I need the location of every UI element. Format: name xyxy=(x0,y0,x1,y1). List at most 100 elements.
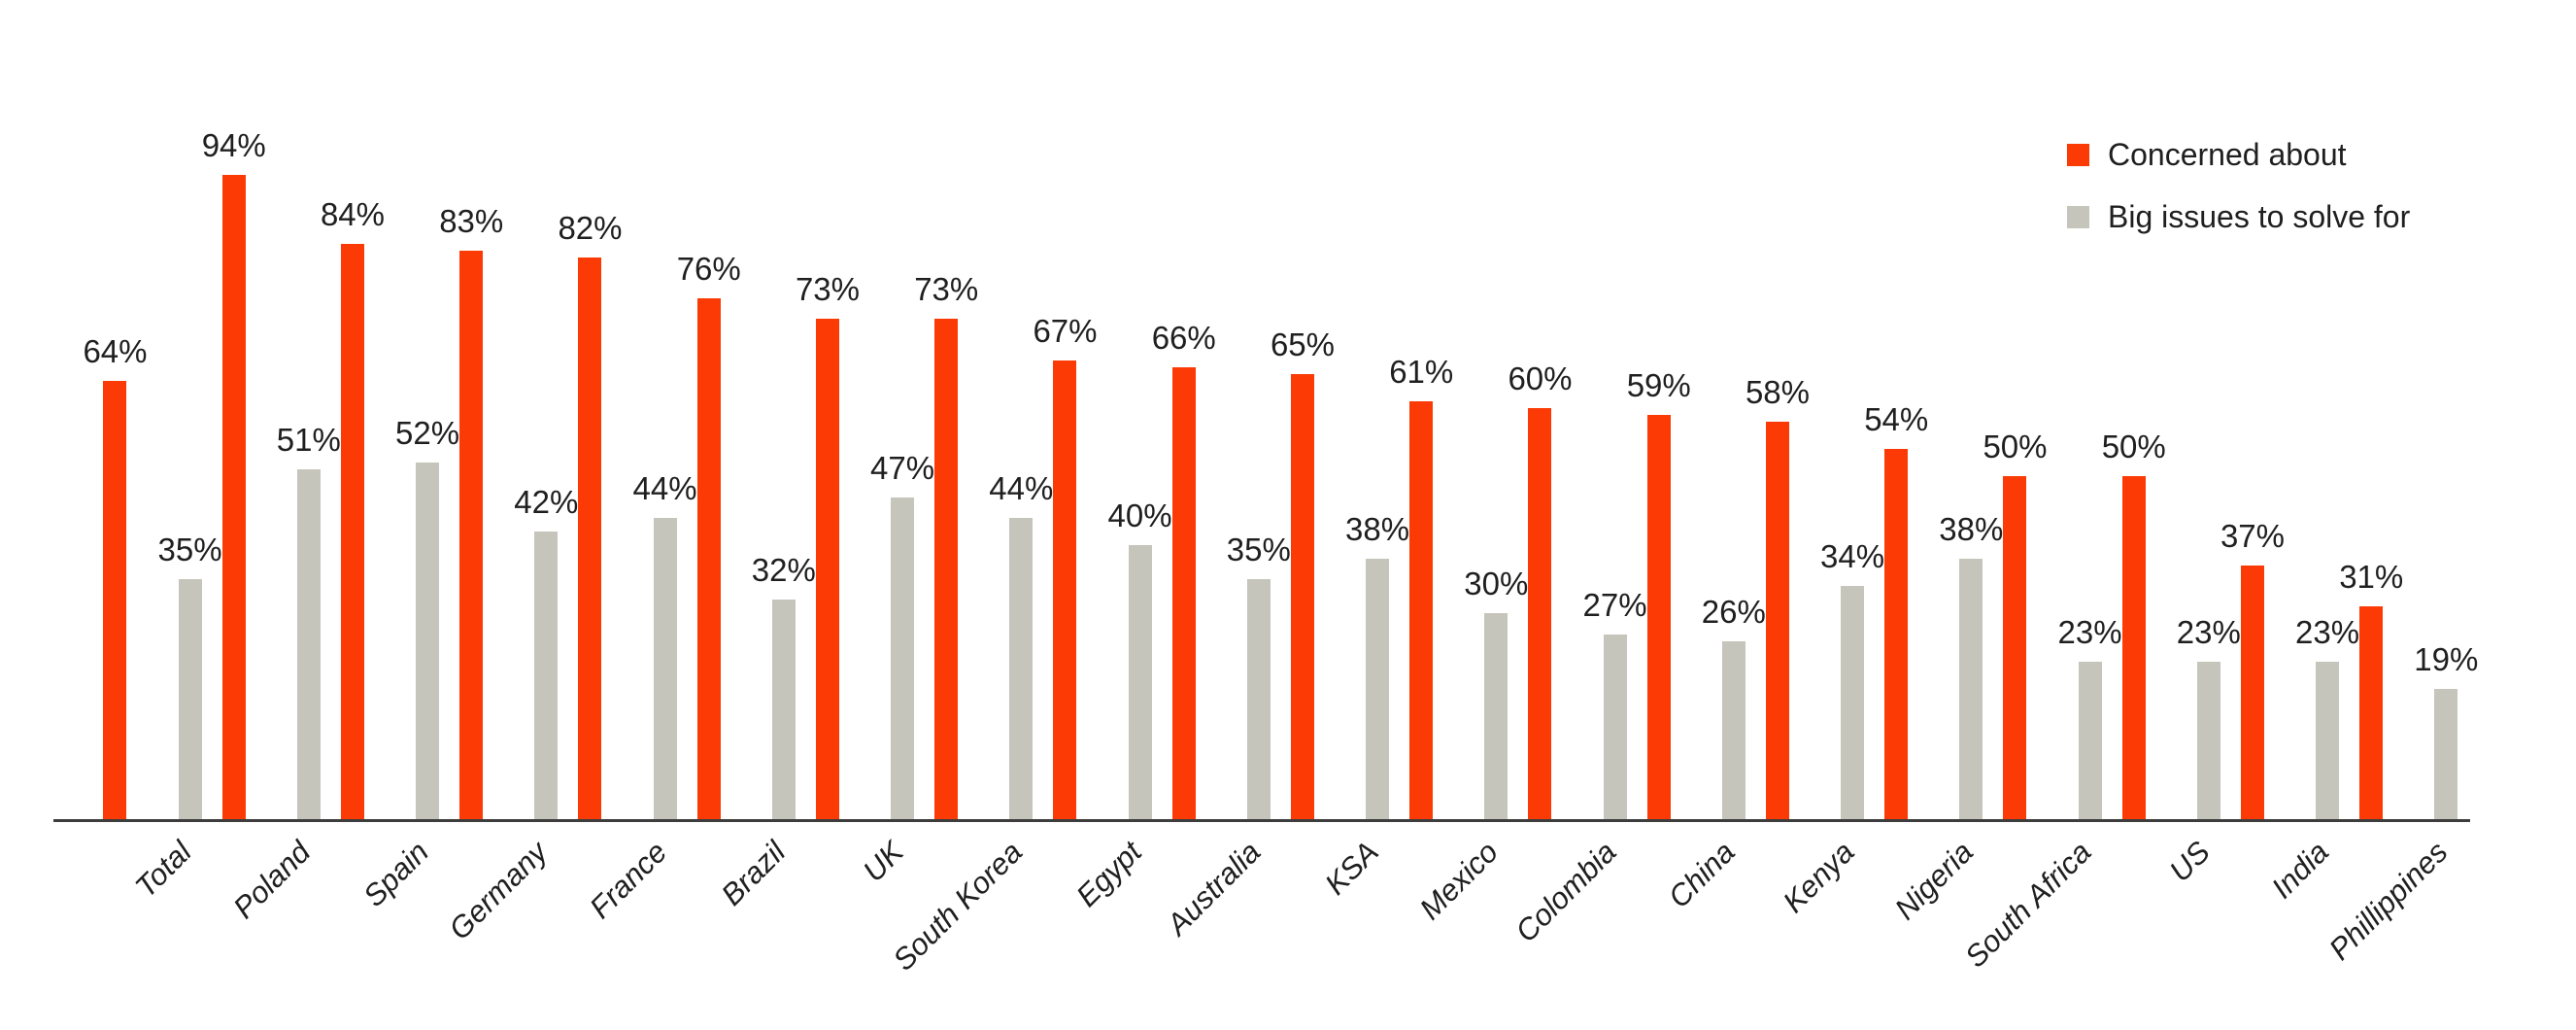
legend-item-big-issues: Big issues to solve for xyxy=(2067,199,2410,235)
bar-big-issues xyxy=(1246,579,1271,819)
bar-pair: 73% 44% xyxy=(914,271,1053,819)
bar-big-issues xyxy=(1603,635,1627,819)
bar-concerned xyxy=(815,319,839,819)
bar-column-big-issues: 23% xyxy=(2058,614,2122,819)
bar-big-issues xyxy=(178,579,202,819)
bar-group: 50% 23% US xyxy=(2102,429,2241,888)
x-axis-label: China xyxy=(1661,835,1742,915)
bar-concerned xyxy=(1884,449,1909,819)
bar-concerned xyxy=(1646,415,1671,819)
bar-concerned xyxy=(2240,566,2264,819)
value-label-concerned: 65% xyxy=(1270,326,1335,363)
value-label-concerned: 76% xyxy=(676,251,741,288)
value-label-big-issues: 40% xyxy=(1107,498,1172,534)
value-label-big-issues: 27% xyxy=(1582,587,1647,624)
bar-concerned xyxy=(340,244,364,819)
bar-concerned xyxy=(459,251,484,819)
value-label-big-issues: 19% xyxy=(2414,641,2479,678)
bar-pair: 60% 27% xyxy=(1508,360,1647,819)
x-axis-label: South Africa xyxy=(1958,835,2098,975)
bar-concerned xyxy=(1053,360,1077,819)
bar-big-issues xyxy=(1959,559,1983,819)
bar-concerned xyxy=(1290,374,1314,819)
bar-concerned xyxy=(1765,422,1789,819)
value-label-concerned: 59% xyxy=(1626,367,1691,404)
bar-big-issues xyxy=(2196,662,2220,819)
bar-column-concerned: 65% xyxy=(1270,326,1335,819)
bar-column-big-issues: 19% xyxy=(2414,641,2479,819)
bar-concerned xyxy=(696,298,721,819)
value-label-big-issues: 44% xyxy=(632,470,697,507)
bar-groups-container: 64% 35% Total 94% 51% Poland 84% xyxy=(53,127,2478,978)
bar-column-big-issues: 42% xyxy=(514,484,578,819)
bar-pair: 54% 38% xyxy=(1864,401,2003,819)
bar-column-concerned: 82% xyxy=(558,210,623,819)
x-axis-label: US xyxy=(2162,835,2217,889)
bar-column-concerned: 76% xyxy=(676,251,741,819)
bar-pair: 58% 34% xyxy=(1745,374,1884,819)
legend-label-concerned-about: Concerned about xyxy=(2108,137,2347,172)
bar-group: 60% 27% Colombia xyxy=(1508,360,1646,948)
bar-column-concerned: 54% xyxy=(1864,401,1928,819)
bar-pair: 82% 44% xyxy=(558,210,697,819)
bar-pair: 84% 52% xyxy=(321,196,460,819)
plot-area: 64% 35% Total 94% 51% Poland 84% xyxy=(53,0,2478,978)
bar-big-issues xyxy=(1009,518,1034,819)
x-axis-label: UK xyxy=(857,835,911,889)
bar-column-concerned: 84% xyxy=(321,196,385,819)
x-axis-label: KSA xyxy=(1318,835,1386,902)
value-label-big-issues: 38% xyxy=(1345,511,1410,548)
bar-concerned xyxy=(2359,606,2384,819)
bar-column-concerned: 31% xyxy=(2339,559,2403,819)
bar-group: 82% 44% France xyxy=(558,210,696,925)
bar-group: 59% 26% China xyxy=(1627,367,1766,914)
bar-column-big-issues: 44% xyxy=(989,470,1053,819)
value-label-concerned: 66% xyxy=(1151,320,1216,357)
bar-big-issues xyxy=(1841,586,1865,819)
bar-group: 73% 47% UK xyxy=(796,271,934,888)
bar-big-issues xyxy=(1484,613,1508,819)
bar-group: 83% 42% Germany xyxy=(439,203,578,946)
bar-concerned xyxy=(221,175,246,819)
bar-big-issues xyxy=(1721,641,1746,819)
bar-big-issues xyxy=(771,600,796,819)
bar-column-concerned: 66% xyxy=(1151,320,1216,819)
bar-big-issues xyxy=(534,532,559,819)
bar-pair: 65% 38% xyxy=(1270,326,1410,819)
bar-big-issues xyxy=(2434,689,2458,819)
bar-column-concerned: 73% xyxy=(796,271,860,819)
value-label-concerned: 58% xyxy=(1745,374,1810,411)
legend-swatch-concerned-about xyxy=(2067,144,2089,166)
bar-group: 58% 34% Kenya xyxy=(1746,374,1884,919)
x-axis-label: Germany xyxy=(442,835,555,946)
bar-column-concerned: 73% xyxy=(914,271,978,819)
bar-group: 76% 32% Brazil xyxy=(677,251,816,911)
bar-column-concerned: 59% xyxy=(1626,367,1691,819)
bar-column-big-issues: 27% xyxy=(1582,587,1647,819)
bar-pair: 76% 32% xyxy=(676,251,816,819)
value-label-concerned: 67% xyxy=(1033,313,1098,350)
bar-big-issues xyxy=(891,498,915,819)
bar-column-big-issues: 44% xyxy=(632,470,697,819)
bar-pair: 73% 47% xyxy=(796,271,934,819)
value-label-concerned: 50% xyxy=(2101,429,2166,465)
bar-concerned xyxy=(103,381,127,819)
bar-group: 37% 23% India xyxy=(2220,518,2359,905)
value-label-concerned: 94% xyxy=(201,127,266,164)
bar-group: 54% 38% Nigeria xyxy=(1864,401,2003,926)
value-label-big-issues: 23% xyxy=(2295,614,2360,651)
bar-column-big-issues: 38% xyxy=(1345,511,1410,819)
x-axis-label: Kenya xyxy=(1776,835,1861,919)
bar-column-big-issues: 23% xyxy=(2177,614,2241,819)
bar-group: 64% 35% Total xyxy=(83,333,221,904)
bar-group: 94% 51% Poland xyxy=(202,127,341,925)
x-axis-label: France xyxy=(582,835,673,925)
value-label-big-issues: 52% xyxy=(395,415,460,452)
bar-group: 65% 38% KSA xyxy=(1271,326,1409,902)
bar-concerned xyxy=(578,258,602,819)
value-label-concerned: 60% xyxy=(1508,360,1573,397)
bar-column-big-issues: 26% xyxy=(1702,594,1766,819)
bar-column-big-issues: 47% xyxy=(870,450,934,819)
bar-group: 66% 35% Australia xyxy=(1152,320,1291,942)
